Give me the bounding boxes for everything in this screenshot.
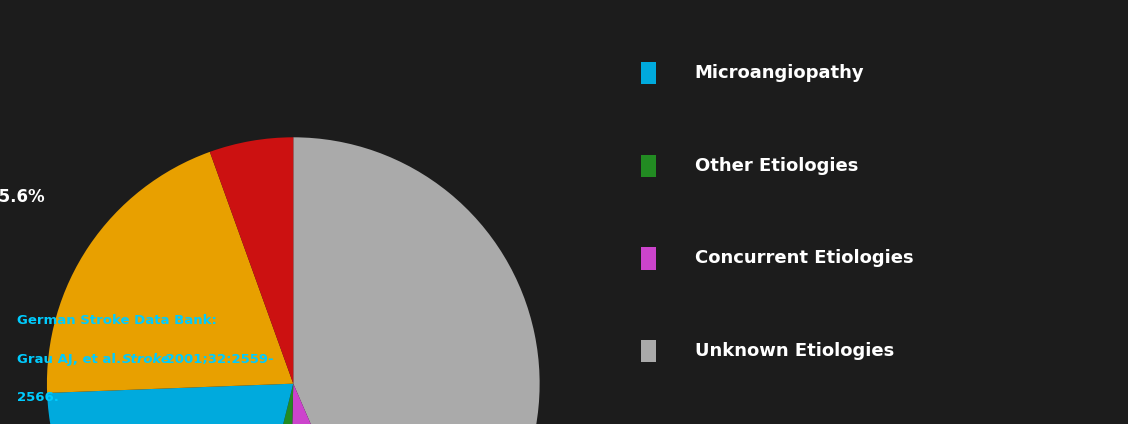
Text: Other Etiologies: Other Etiologies — [695, 157, 858, 175]
Text: Microangiopathy: Microangiopathy — [695, 64, 864, 82]
Bar — [642, 247, 656, 270]
Text: 2001;32:2559-: 2001;32:2559- — [161, 352, 274, 365]
Bar — [642, 62, 656, 84]
Text: Grau AJ, et al.: Grau AJ, et al. — [17, 352, 125, 365]
Wedge shape — [233, 384, 293, 424]
Text: 2566.: 2566. — [17, 391, 59, 404]
Text: Concurrent Etiologies: Concurrent Etiologies — [695, 249, 914, 268]
Bar — [642, 155, 656, 177]
Bar — [642, 340, 656, 362]
Wedge shape — [47, 384, 293, 424]
Wedge shape — [288, 384, 391, 424]
Text: 25.6%: 25.6% — [0, 187, 45, 206]
Wedge shape — [47, 152, 293, 393]
Text: German Stroke Data Bank:: German Stroke Data Bank: — [17, 314, 217, 327]
Wedge shape — [210, 137, 293, 384]
Text: Stroke: Stroke — [122, 352, 170, 365]
Wedge shape — [293, 137, 539, 424]
Text: Unknown Etiologies: Unknown Etiologies — [695, 342, 895, 360]
